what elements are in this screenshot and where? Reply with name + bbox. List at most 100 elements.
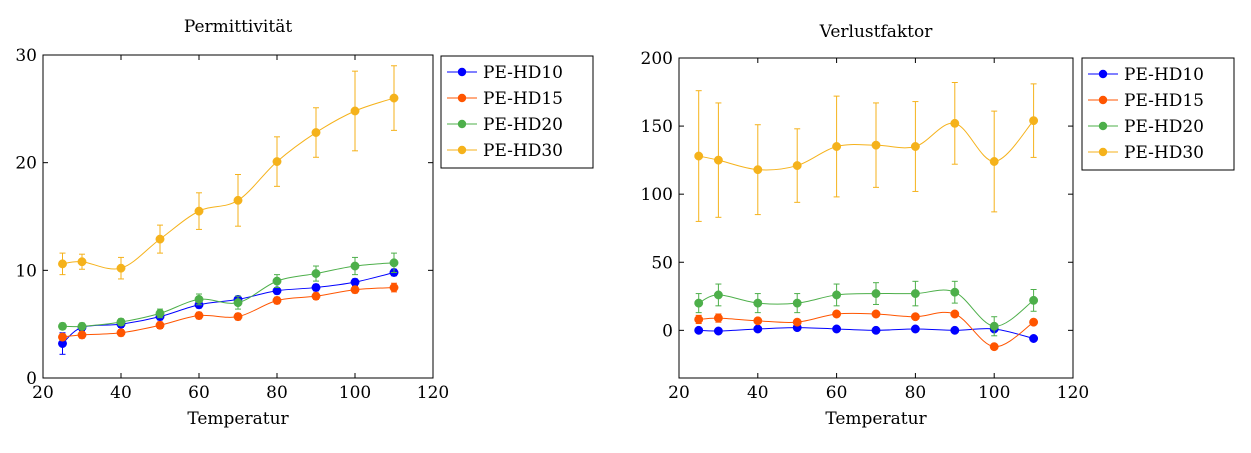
y-tick-label: 0 xyxy=(662,321,673,341)
data-point xyxy=(194,311,204,321)
data-point xyxy=(350,285,360,295)
data-point xyxy=(753,324,763,334)
data-point xyxy=(77,321,87,331)
data-point xyxy=(950,287,960,297)
x-tick-label: 20 xyxy=(32,383,54,403)
data-point xyxy=(311,291,321,301)
x-tick-label: 80 xyxy=(266,383,288,403)
data-point xyxy=(792,298,802,308)
x-tick-label: 100 xyxy=(978,383,1010,403)
plot-frame xyxy=(42,54,434,379)
series-line xyxy=(62,97,395,270)
y-tick-label: 10 xyxy=(15,261,37,281)
x-tick-label: 80 xyxy=(905,383,927,403)
data-point xyxy=(233,298,243,308)
x-tick-label: 120 xyxy=(417,383,449,403)
chart-2: Verlustfaktor 20 40 60 80 100 120 0 50 100 150 200 T… xyxy=(641,22,1235,429)
data-point xyxy=(871,325,881,335)
data-point xyxy=(1029,334,1039,343)
legend: PE-HD10 PE-HD15 PE-HD20 PE-HD30 xyxy=(440,55,594,169)
data-point xyxy=(155,308,165,318)
data-point xyxy=(116,263,126,273)
data-point xyxy=(58,259,67,269)
legend-entry-pe-hd15: PE-HD15 xyxy=(447,89,563,109)
x-tick-label: 100 xyxy=(339,383,371,403)
data-point xyxy=(350,261,360,271)
data-point xyxy=(155,234,165,244)
legend-label: PE-HD10 xyxy=(1124,65,1204,85)
series-line xyxy=(698,311,1034,348)
x-tick-label: 40 xyxy=(747,383,769,403)
data-point xyxy=(77,330,87,340)
series-pe-hd15 xyxy=(694,309,1039,352)
data-point xyxy=(950,118,960,128)
data-point xyxy=(116,328,126,338)
data-point xyxy=(713,155,723,165)
data-point xyxy=(832,309,842,319)
data-point xyxy=(389,283,399,293)
data-point xyxy=(950,309,960,319)
data-point xyxy=(155,320,165,330)
data-point xyxy=(272,296,282,305)
chart-title: Permittivität xyxy=(184,17,293,37)
x-tick-label: 60 xyxy=(188,383,210,403)
chart-title: Verlustfaktor xyxy=(819,22,934,42)
legend-entry-pe-hd30: PE-HD30 xyxy=(1088,143,1204,163)
data-point xyxy=(389,93,399,103)
legend-label: PE-HD30 xyxy=(483,141,563,161)
data-point xyxy=(910,324,920,334)
series-line xyxy=(698,327,1034,339)
legend-marker xyxy=(1098,121,1108,131)
data-point xyxy=(1029,116,1039,126)
data-point xyxy=(950,325,960,335)
legend-entry-pe-hd10: PE-HD10 xyxy=(447,63,563,83)
data-point xyxy=(694,314,704,324)
data-point xyxy=(871,140,881,150)
legend-label: PE-HD30 xyxy=(1124,143,1204,163)
x-tick-label: 60 xyxy=(826,383,848,403)
series-line xyxy=(698,289,1034,327)
data-point xyxy=(116,317,126,327)
data-point xyxy=(910,289,920,299)
data-point xyxy=(77,257,87,267)
data-point xyxy=(311,283,321,293)
series-line xyxy=(62,262,395,328)
data-point xyxy=(694,325,704,335)
legend-label: PE-HD20 xyxy=(483,115,563,135)
x-axis-label: Temperatur xyxy=(187,409,289,429)
data-point xyxy=(910,312,920,322)
legend: PE-HD10 PE-HD15 PE-HD20 PE-HD30 xyxy=(1081,57,1235,171)
x-tick-label: 120 xyxy=(1057,383,1089,403)
data-point xyxy=(989,157,999,166)
data-point xyxy=(989,321,999,331)
series-pe-hd15 xyxy=(58,282,399,342)
y-tick-label: 30 xyxy=(15,46,37,66)
data-point xyxy=(311,269,321,279)
y-tick-label: 20 xyxy=(15,154,37,174)
series-pe-hd30 xyxy=(694,82,1039,222)
legend-label: PE-HD15 xyxy=(483,89,563,109)
data-point xyxy=(311,128,321,137)
data-point xyxy=(792,317,802,327)
data-point xyxy=(58,321,67,331)
data-point xyxy=(753,165,763,175)
series-pe-hd30 xyxy=(58,65,399,280)
legend-box xyxy=(1081,57,1235,171)
data-point xyxy=(272,157,282,167)
y-tick-label: 0 xyxy=(26,369,37,389)
data-point xyxy=(832,142,842,151)
data-point xyxy=(792,161,802,171)
legend-entry-pe-hd20: PE-HD20 xyxy=(447,115,563,135)
series-pe-hd10 xyxy=(58,268,399,355)
data-point xyxy=(233,312,243,322)
chart-1: Permittivität 20 40 60 80 100 120 0 10 20 30 Temper… xyxy=(15,17,594,429)
data-point xyxy=(713,313,723,323)
x-axis-label: Temperatur xyxy=(825,409,927,429)
legend-marker xyxy=(1098,147,1108,157)
legend-entry-pe-hd15: PE-HD15 xyxy=(1088,91,1204,111)
legend-label: PE-HD20 xyxy=(1124,117,1204,137)
data-point xyxy=(871,289,881,299)
legend-marker xyxy=(457,93,467,103)
data-point xyxy=(713,326,723,336)
